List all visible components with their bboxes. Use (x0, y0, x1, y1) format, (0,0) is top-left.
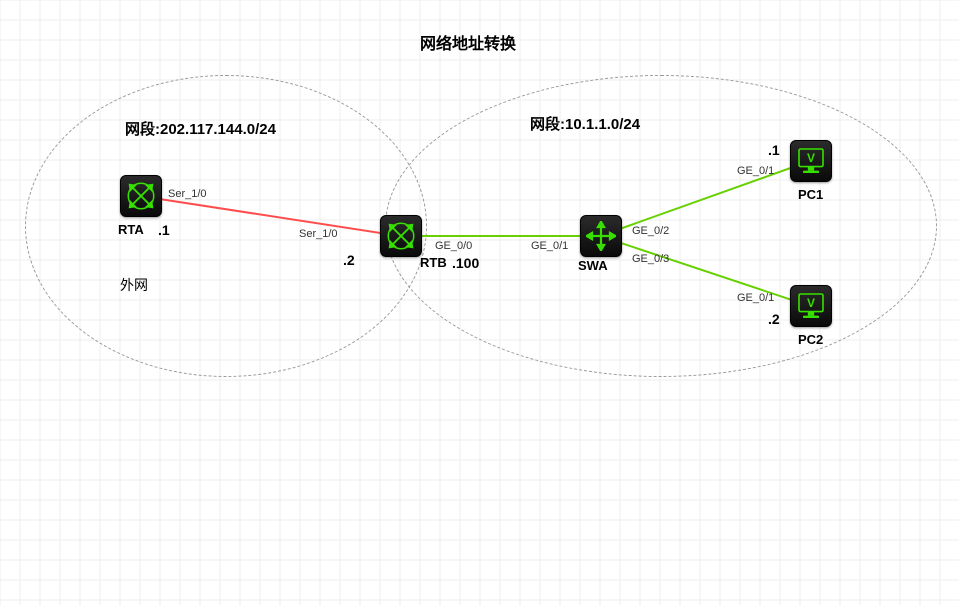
diagram-title: 网络地址转换 (420, 30, 516, 54)
label-ip_rta: .1 (158, 222, 170, 238)
label-ip_rtb_right: .100 (452, 255, 479, 271)
link-RTB-SWA (400, 235, 600, 237)
pc-icon: V (795, 290, 827, 322)
label-pc1_label: PC1 (798, 187, 823, 202)
label-subnet_right: 网段:10.1.1.0/24 (530, 113, 640, 134)
label-p_swa_ge01l: GE_0/1 (531, 240, 568, 252)
label-p_rtb_ser: Ser_1/0 (299, 228, 338, 240)
label-p_swa_ge02: GE_0/2 (632, 225, 669, 237)
label-p_rta_ser: Ser_1/0 (168, 188, 207, 200)
switch-icon (586, 221, 616, 251)
router-icon (126, 181, 156, 211)
node-rta[interactable] (120, 175, 162, 217)
label-rta_label: RTA (118, 222, 144, 237)
label-pc2_label: PC2 (798, 332, 823, 347)
label-swa_label: SWA (578, 258, 608, 273)
diagram-canvas: 网络地址转换 V V 网段:202.117.144.0/24 网段:10.1.1.0/… (0, 0, 959, 605)
label-subnet_left: 网段:202.117.144.0/24 (125, 118, 276, 139)
label-ip_pc2: .2 (768, 311, 780, 327)
svg-text:V: V (807, 296, 815, 310)
label-ip_rtb: .2 (343, 252, 355, 268)
label-p_pc2_ge01: GE_0/1 (737, 292, 774, 304)
label-p_swa_ge01r: GE_0/1 (737, 165, 774, 177)
label-ip_pc1: .1 (768, 142, 780, 158)
label-rtb_label: RTB (420, 255, 447, 270)
node-pc2[interactable]: V (790, 285, 832, 327)
label-p_swa_ge03: GE_0/3 (632, 253, 669, 265)
svg-text:V: V (807, 151, 815, 165)
node-pc1[interactable]: V (790, 140, 832, 182)
pc-icon: V (795, 145, 827, 177)
router-icon (386, 221, 416, 251)
node-rtb[interactable] (380, 215, 422, 257)
label-p_rtb_ge00: GE_0/0 (435, 240, 472, 252)
label-ext_net: 外网 (120, 275, 148, 295)
node-swa[interactable] (580, 215, 622, 257)
